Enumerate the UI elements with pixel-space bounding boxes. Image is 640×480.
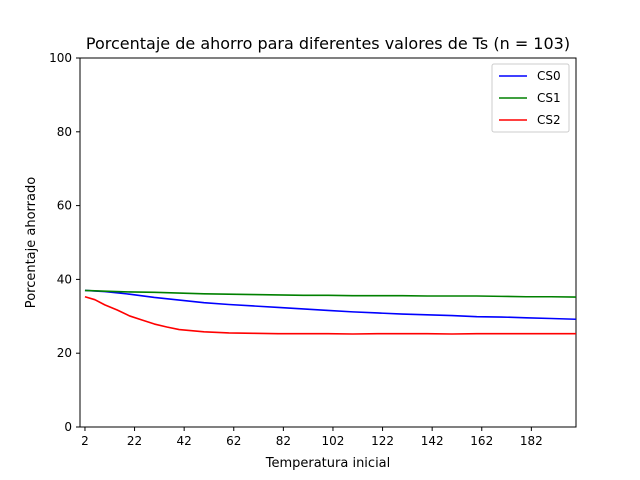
y-axis-label: Porcentaje ahorrado — [24, 177, 39, 308]
series-line-cs2 — [84, 295, 576, 335]
legend-label-cs1: CS1 — [537, 91, 561, 105]
x-tick-label: 102 — [322, 434, 345, 448]
plot-area — [79, 57, 577, 428]
legend-label-cs0: CS0 — [537, 69, 561, 83]
series-line-cs0 — [84, 289, 577, 321]
x-tick-label: 62 — [226, 434, 241, 448]
series-lines — [84, 289, 577, 335]
x-tick-label: 142 — [421, 434, 444, 448]
x-tick-label: 182 — [520, 434, 543, 448]
y-axis: 0 20 40 60 80 100 — [49, 51, 80, 434]
legend-frame — [491, 63, 570, 133]
x-tick-label: 122 — [371, 434, 394, 448]
x-axis-label: Temperatura inicial — [265, 456, 391, 471]
x-tick-label: 22 — [127, 434, 142, 448]
x-tick-label: 42 — [177, 434, 192, 448]
x-tick-label: 2 — [81, 434, 89, 448]
y-tick-label: 100 — [49, 51, 72, 65]
series-line-cs1 — [84, 289, 577, 298]
y-tick-label: 80 — [57, 125, 72, 139]
plot-frame — [79, 57, 577, 428]
x-tick-label: 82 — [276, 434, 291, 448]
y-tick-label: 0 — [64, 420, 72, 434]
x-tick-label: 162 — [470, 434, 493, 448]
y-tick-label: 20 — [57, 346, 72, 360]
x-axis: 2 22 42 62 82 102 122 142 162 182 — [81, 427, 543, 448]
legend-label-cs2: CS2 — [537, 113, 561, 127]
y-tick-label: 40 — [57, 272, 72, 286]
legend: CS0 CS1 CS2 — [491, 63, 570, 133]
y-tick-label: 60 — [57, 199, 72, 213]
chart-title: Porcentaje de ahorro para diferentes val… — [86, 34, 570, 53]
